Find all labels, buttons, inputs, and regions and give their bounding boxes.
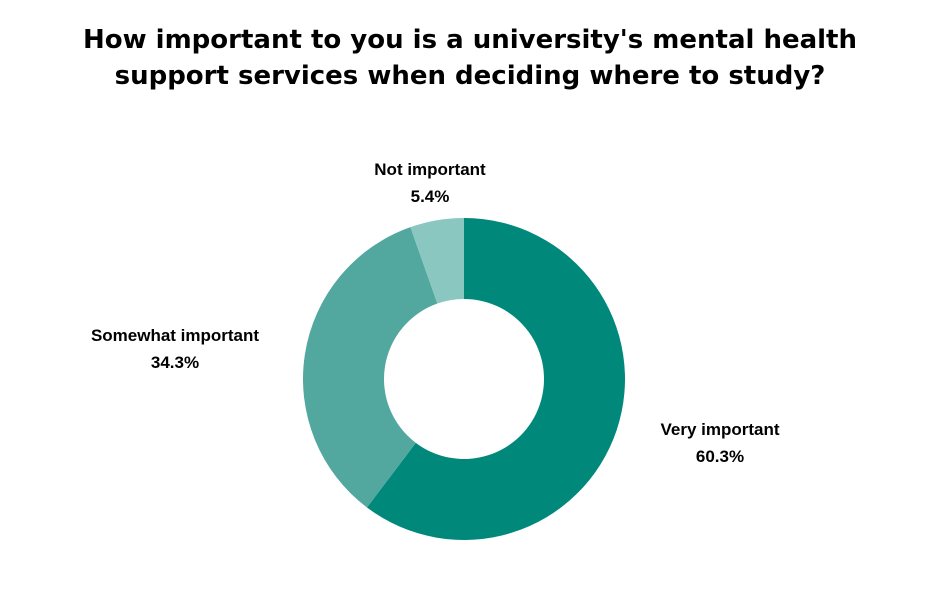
slice-label-very-important: Very important 60.3% (630, 416, 810, 470)
slice-label-value: 60.3% (695, 447, 745, 466)
donut-slice-very-important (366, 218, 625, 540)
slice-label-not-important: Not important 5.4% (340, 156, 520, 210)
donut-slice-somewhat-important (303, 227, 438, 508)
slice-label-somewhat-important: Somewhat important 34.3% (70, 322, 280, 376)
slice-label-name: Somewhat important (90, 326, 260, 345)
slice-label-name: Very important (660, 420, 780, 439)
slice-label-value: 34.3% (150, 353, 200, 372)
donut-slice-not-important (410, 218, 464, 304)
chart-title: How important to you is a university's m… (0, 22, 940, 94)
chart-title-line-1: How important to you is a university's m… (82, 25, 857, 55)
chart-title-line-2: support services when deciding where to … (114, 61, 826, 91)
slice-label-name: Not important (374, 160, 486, 179)
slice-label-value: 5.4% (410, 187, 450, 206)
